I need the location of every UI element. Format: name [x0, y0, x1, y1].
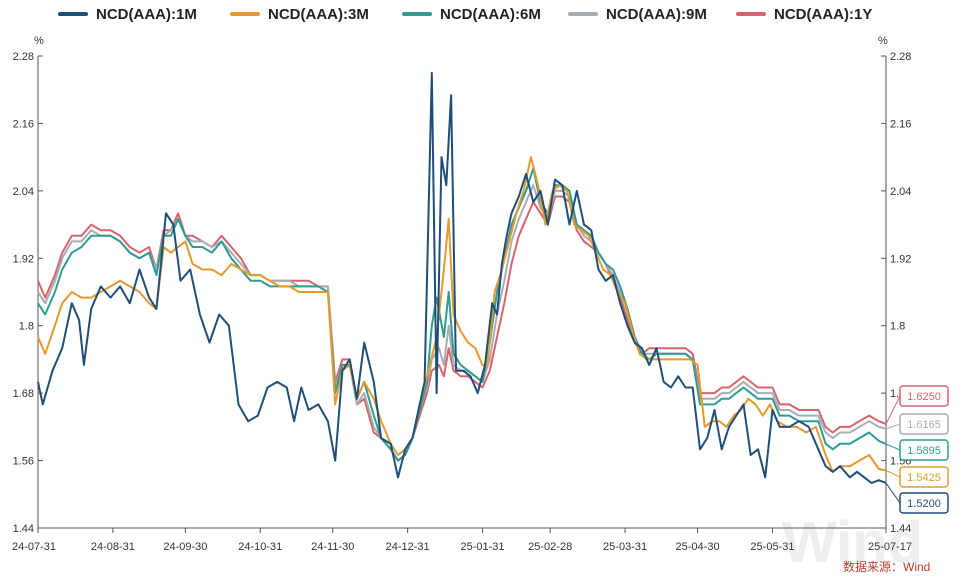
y-tick-label-right: 1.8	[890, 321, 905, 333]
y-tick-label-left: 1.8	[19, 321, 34, 333]
left-axis-unit: %	[34, 35, 44, 47]
legend-label: NCD(AAA):6M	[440, 6, 541, 23]
x-tick-label: 25-04-30	[676, 541, 720, 553]
y-tick-label-left: 1.44	[13, 523, 34, 535]
y-tick-label-left: 2.28	[13, 51, 34, 63]
end-label-leader	[885, 443, 901, 451]
data-source-note: 数据来源：Wind	[843, 559, 930, 574]
end-label-value: 1.6165	[907, 419, 941, 431]
x-tick-label: 25-07-17	[868, 541, 912, 553]
x-tick-label: 25-01-31	[461, 541, 505, 553]
legend-label: NCD(AAA):1Y	[774, 6, 872, 23]
end-label-leader	[885, 469, 901, 478]
y-tick-label-left: 1.92	[13, 253, 34, 265]
end-label-box	[899, 385, 949, 407]
end-label-box	[899, 466, 949, 488]
y-ticks: 2.28 2.28 2.16 2.16 2.04 2.04 1.92 1.92 1.8 1.8 1.…	[13, 51, 912, 535]
end-value-labels: 1.6250 1.6165 1.5895 1.5425 1.5200	[885, 385, 949, 514]
series-line-ncd-aaa-6m	[37, 167, 887, 462]
x-tick-label: 24-11-30	[311, 541, 354, 553]
legend-label: NCD(AAA):3M	[268, 6, 369, 23]
end-label-value: 1.6250	[907, 391, 941, 403]
legend: NCD(AAA):1M NCD(AAA):3M NCD(AAA):6M NCD(AAA…	[58, 6, 872, 23]
x-tick-label: 25-02-28	[528, 541, 572, 553]
x-tick-label: 25-03-31	[603, 541, 647, 553]
series-line-ncd-aaa-3m	[37, 156, 887, 473]
y-tick-label-right: 2.16	[890, 118, 911, 130]
x-tick-label: 24-10-31	[238, 541, 282, 553]
x-tick-label: 24-12-31	[386, 541, 430, 553]
x-tick-label: 24-07-31	[12, 541, 56, 553]
x-tick-label: 24-08-31	[91, 541, 135, 553]
end-label-value: 1.5200	[907, 498, 941, 510]
end-label-box	[899, 413, 949, 435]
series-line-ncd-aaa-1m	[37, 71, 887, 484]
legend-label: NCD(AAA):9M	[606, 6, 707, 23]
x-tick-label: 25-05-31	[750, 541, 794, 553]
end-label-leader	[885, 423, 901, 430]
y-tick-label-right: 2.04	[890, 186, 911, 198]
y-tick-label-left: 1.68	[13, 388, 34, 400]
end-label-leader	[885, 482, 901, 504]
end-label-box	[899, 492, 949, 514]
x-ticks: 24-07-31 24-08-31 24-09-30 24-10-31 24-11-30…	[12, 528, 912, 553]
y-tick-label-left: 1.56	[13, 456, 34, 468]
right-axis-unit: %	[878, 35, 888, 47]
y-tick-label-right: 2.28	[890, 51, 911, 63]
x-tick-label: 24-09-30	[163, 541, 207, 553]
end-label-value: 1.5895	[907, 445, 941, 457]
wind-watermark: Wind	[782, 510, 923, 575]
series-lines	[37, 71, 887, 484]
end-label-leader	[885, 395, 901, 425]
y-tick-label-right: 1.92	[890, 253, 911, 265]
legend-label: NCD(AAA):1M	[96, 6, 197, 23]
end-label-value: 1.5425	[907, 472, 941, 484]
end-label-box	[899, 439, 949, 461]
y-tick-label-left: 2.04	[13, 186, 34, 198]
y-tick-label-left: 2.16	[13, 118, 34, 130]
y-tick-label-right: 1.44	[890, 523, 911, 535]
